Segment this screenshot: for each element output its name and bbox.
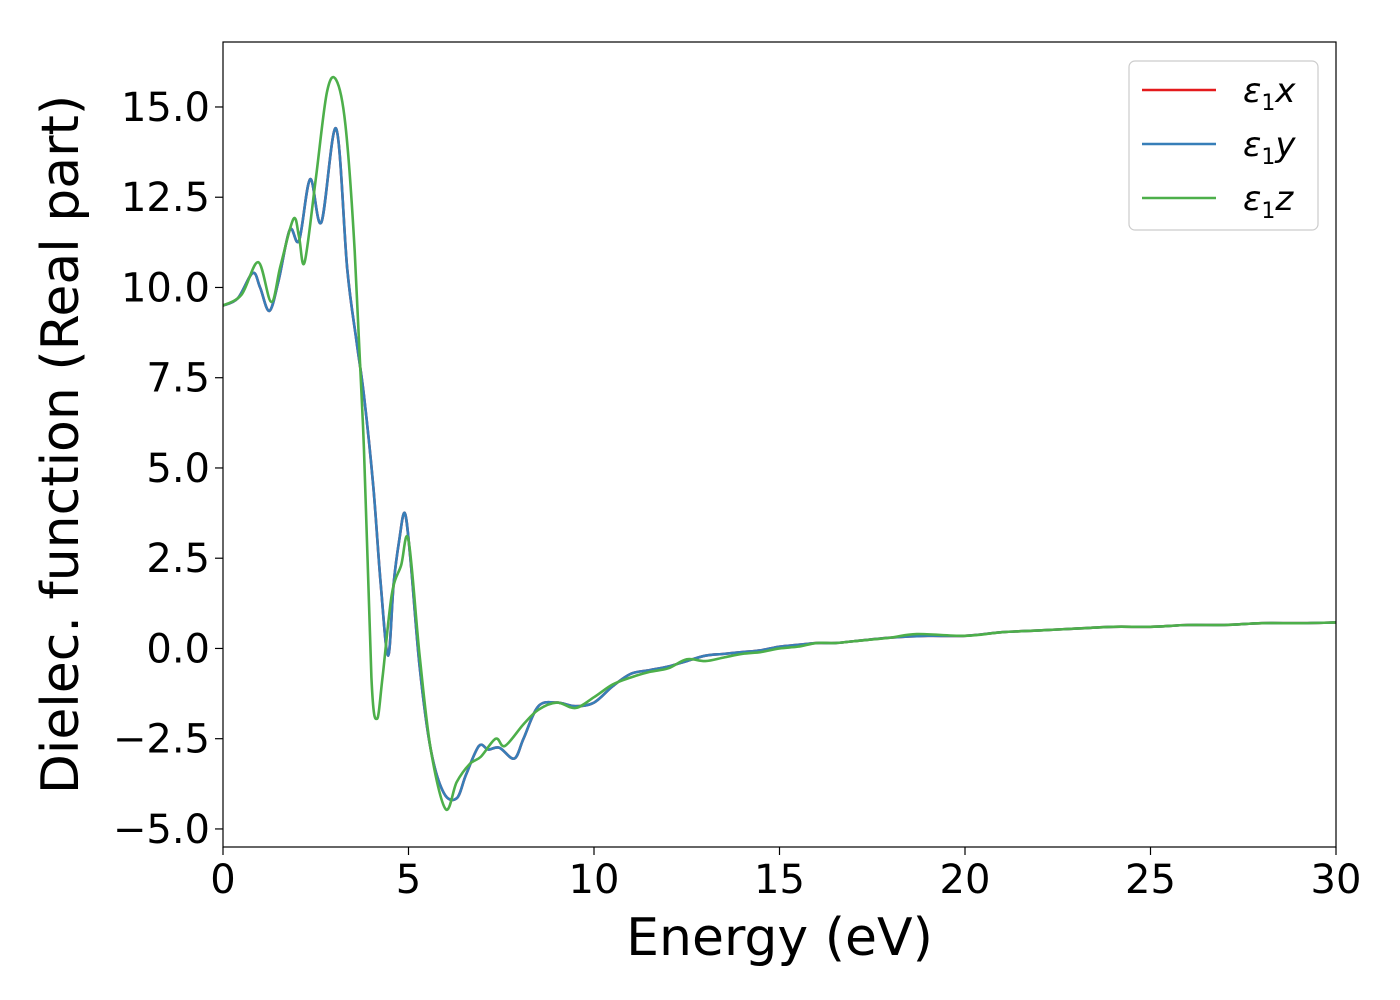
x-tick-label: 20	[940, 857, 991, 903]
y-axis-label: Dielec. function (Real part)	[31, 95, 91, 794]
x-axis: 0 5 10 15 20 25 30	[210, 847, 1361, 903]
y-axis: −5.0 −2.5 0.0 2.5 5.0 7.5 10.0 12.5 15.0	[113, 85, 223, 853]
legend-box	[1128, 60, 1319, 231]
y-tick-label: 2.5	[146, 536, 210, 582]
x-tick-label: 0	[210, 857, 235, 903]
x-tick-label: 10	[569, 857, 620, 903]
y-tick-label: 10.0	[121, 265, 210, 311]
x-tick-label: 30	[1311, 857, 1362, 903]
x-tick-label: 5	[396, 857, 421, 903]
legend-label: ε1y	[1243, 125, 1296, 170]
y-tick-label: 12.5	[121, 175, 210, 221]
x-tick-label: 15	[754, 857, 805, 903]
x-tick-label: 25	[1125, 857, 1176, 903]
y-tick-label: −2.5	[113, 717, 210, 763]
y-tick-label: −5.0	[113, 807, 210, 853]
y-tick-label: 0.0	[146, 626, 210, 672]
y-tick-label: 7.5	[146, 356, 210, 402]
y-tick-label: 5.0	[146, 446, 210, 492]
legend-label: ε1x	[1243, 71, 1296, 116]
y-tick-label: 15.0	[121, 85, 210, 131]
legend-label: ε1z	[1243, 179, 1294, 224]
legend: ε1x ε1y ε1z	[1128, 60, 1319, 231]
series-line-z	[223, 75, 1336, 812]
series-layer	[223, 75, 1336, 812]
x-axis-label: Energy (eV)	[626, 908, 933, 968]
